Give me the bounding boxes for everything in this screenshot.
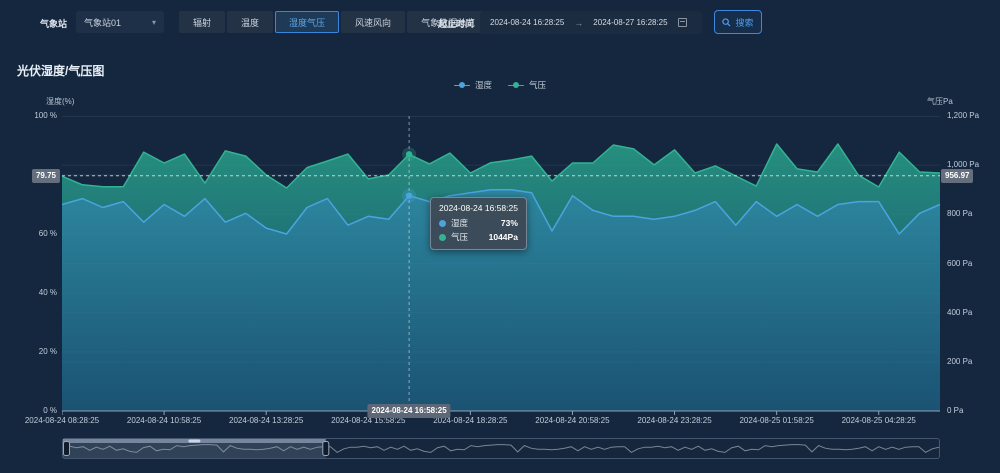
tab-humidity-pressure[interactable]: 湿度气压 [275, 11, 339, 33]
x-tick-label: 2024-08-24 23:28:25 [620, 415, 730, 427]
date-range-picker[interactable]: 2024-08-24 16:28:25 → 2024-08-27 16:28:2… [480, 11, 702, 34]
tab-wind[interactable]: 风速风向 [341, 11, 405, 33]
tooltip-pressure-name: 气压 [451, 231, 468, 243]
station-select[interactable]: 气象站01 ▾ [76, 11, 164, 33]
left-axis-title: 湿度(%) [46, 96, 74, 107]
tab-radiation[interactable]: 辐射 [179, 11, 225, 33]
slider-handle-left[interactable] [64, 442, 70, 456]
slider-handle-right[interactable] [323, 442, 329, 456]
legend-item-pressure[interactable]: 气压 [508, 79, 546, 91]
humidity-pressure-chart[interactable] [62, 116, 940, 416]
y-tick-label: 100 % [0, 110, 57, 122]
y-tick-label: 1,200 Pa [947, 110, 979, 122]
y-tick-label: 800 Pa [947, 208, 972, 220]
header-bar: 气象站 气象站01 ▾ 辐射 温度 湿度气压 风速风向 气象数据总览 起止时间 … [0, 0, 1000, 46]
search-button[interactable]: 搜索 [714, 10, 762, 34]
legend-label-humidity: 湿度 [475, 79, 492, 91]
y-tick-label: 20 % [0, 346, 57, 358]
chart-tooltip: 2024-08-24 16:58:25 湿度 73% 气压 1044Pa [430, 197, 527, 250]
x-axis-pointer-value: 2024-08-24 16:58:25 [368, 404, 451, 418]
search-button-label: 搜索 [735, 16, 753, 29]
legend-item-humidity[interactable]: 湿度 [454, 79, 492, 91]
pressure-dot-icon [439, 234, 446, 241]
tab-temperature[interactable]: 温度 [227, 11, 273, 33]
arrow-right-icon: → [574, 18, 583, 28]
weather-dashboard: 气象站 气象站01 ▾ 辐射 温度 湿度气压 风速风向 气象数据总览 起止时间 … [0, 0, 1000, 473]
tooltip-row-pressure: 气压 1044Pa [439, 231, 518, 243]
page-title: 光伏湿度/气压图 [17, 62, 104, 79]
x-tick-label: 2024-08-25 04:28:25 [824, 415, 934, 427]
chart-legend: 湿度 气压 [0, 79, 1000, 91]
y-tick-label: 0 Pa [947, 405, 963, 417]
x-tick-label: 2024-08-24 20:58:25 [517, 415, 627, 427]
right-axis-title: 气压Pa [927, 96, 953, 107]
calendar-icon[interactable] [678, 18, 687, 27]
humidity-dot-icon [439, 220, 446, 227]
tooltip-humidity-name: 湿度 [451, 217, 468, 229]
series-areas [62, 144, 940, 411]
right-axis-pointer-value: 956.97 [941, 169, 973, 183]
station-select-value: 气象站01 [84, 16, 152, 29]
x-tick-label: 2024-08-24 10:58:25 [109, 415, 219, 427]
y-tick-label: 600 Pa [947, 258, 972, 270]
y-tick-label: 400 Pa [947, 307, 972, 319]
humidity-legend-marker-icon [454, 81, 470, 89]
tooltip-pressure-value: 1044Pa [475, 232, 518, 242]
station-label: 气象站 [40, 17, 67, 30]
y-tick-label: 200 Pa [947, 356, 972, 368]
tooltip-row-humidity: 湿度 73% [439, 217, 518, 229]
x-tick-label: 2024-08-24 13:28:25 [211, 415, 321, 427]
datazoom-slider[interactable] [62, 438, 940, 459]
search-icon [722, 18, 731, 27]
y-tick-label: 60 % [0, 228, 57, 240]
chevron-down-icon: ▾ [152, 18, 156, 27]
date-start-value[interactable]: 2024-08-24 16:28:25 [490, 18, 564, 27]
y-tick-label: 40 % [0, 287, 57, 299]
tooltip-timestamp: 2024-08-24 16:58:25 [439, 203, 518, 213]
date-end-value[interactable]: 2024-08-27 16:28:25 [593, 18, 667, 27]
left-axis-pointer-value: 79.75 [32, 169, 60, 183]
tooltip-humidity-value: 73% [487, 218, 518, 228]
x-axis-line [62, 411, 940, 415]
pressure-legend-marker-icon [508, 81, 524, 89]
legend-label-pressure: 气压 [529, 79, 546, 91]
x-tick-label: 2024-08-24 08:28:25 [7, 415, 117, 427]
x-tick-label: 2024-08-25 01:58:25 [722, 415, 832, 427]
date-range-label: 起止时间 [438, 17, 474, 30]
